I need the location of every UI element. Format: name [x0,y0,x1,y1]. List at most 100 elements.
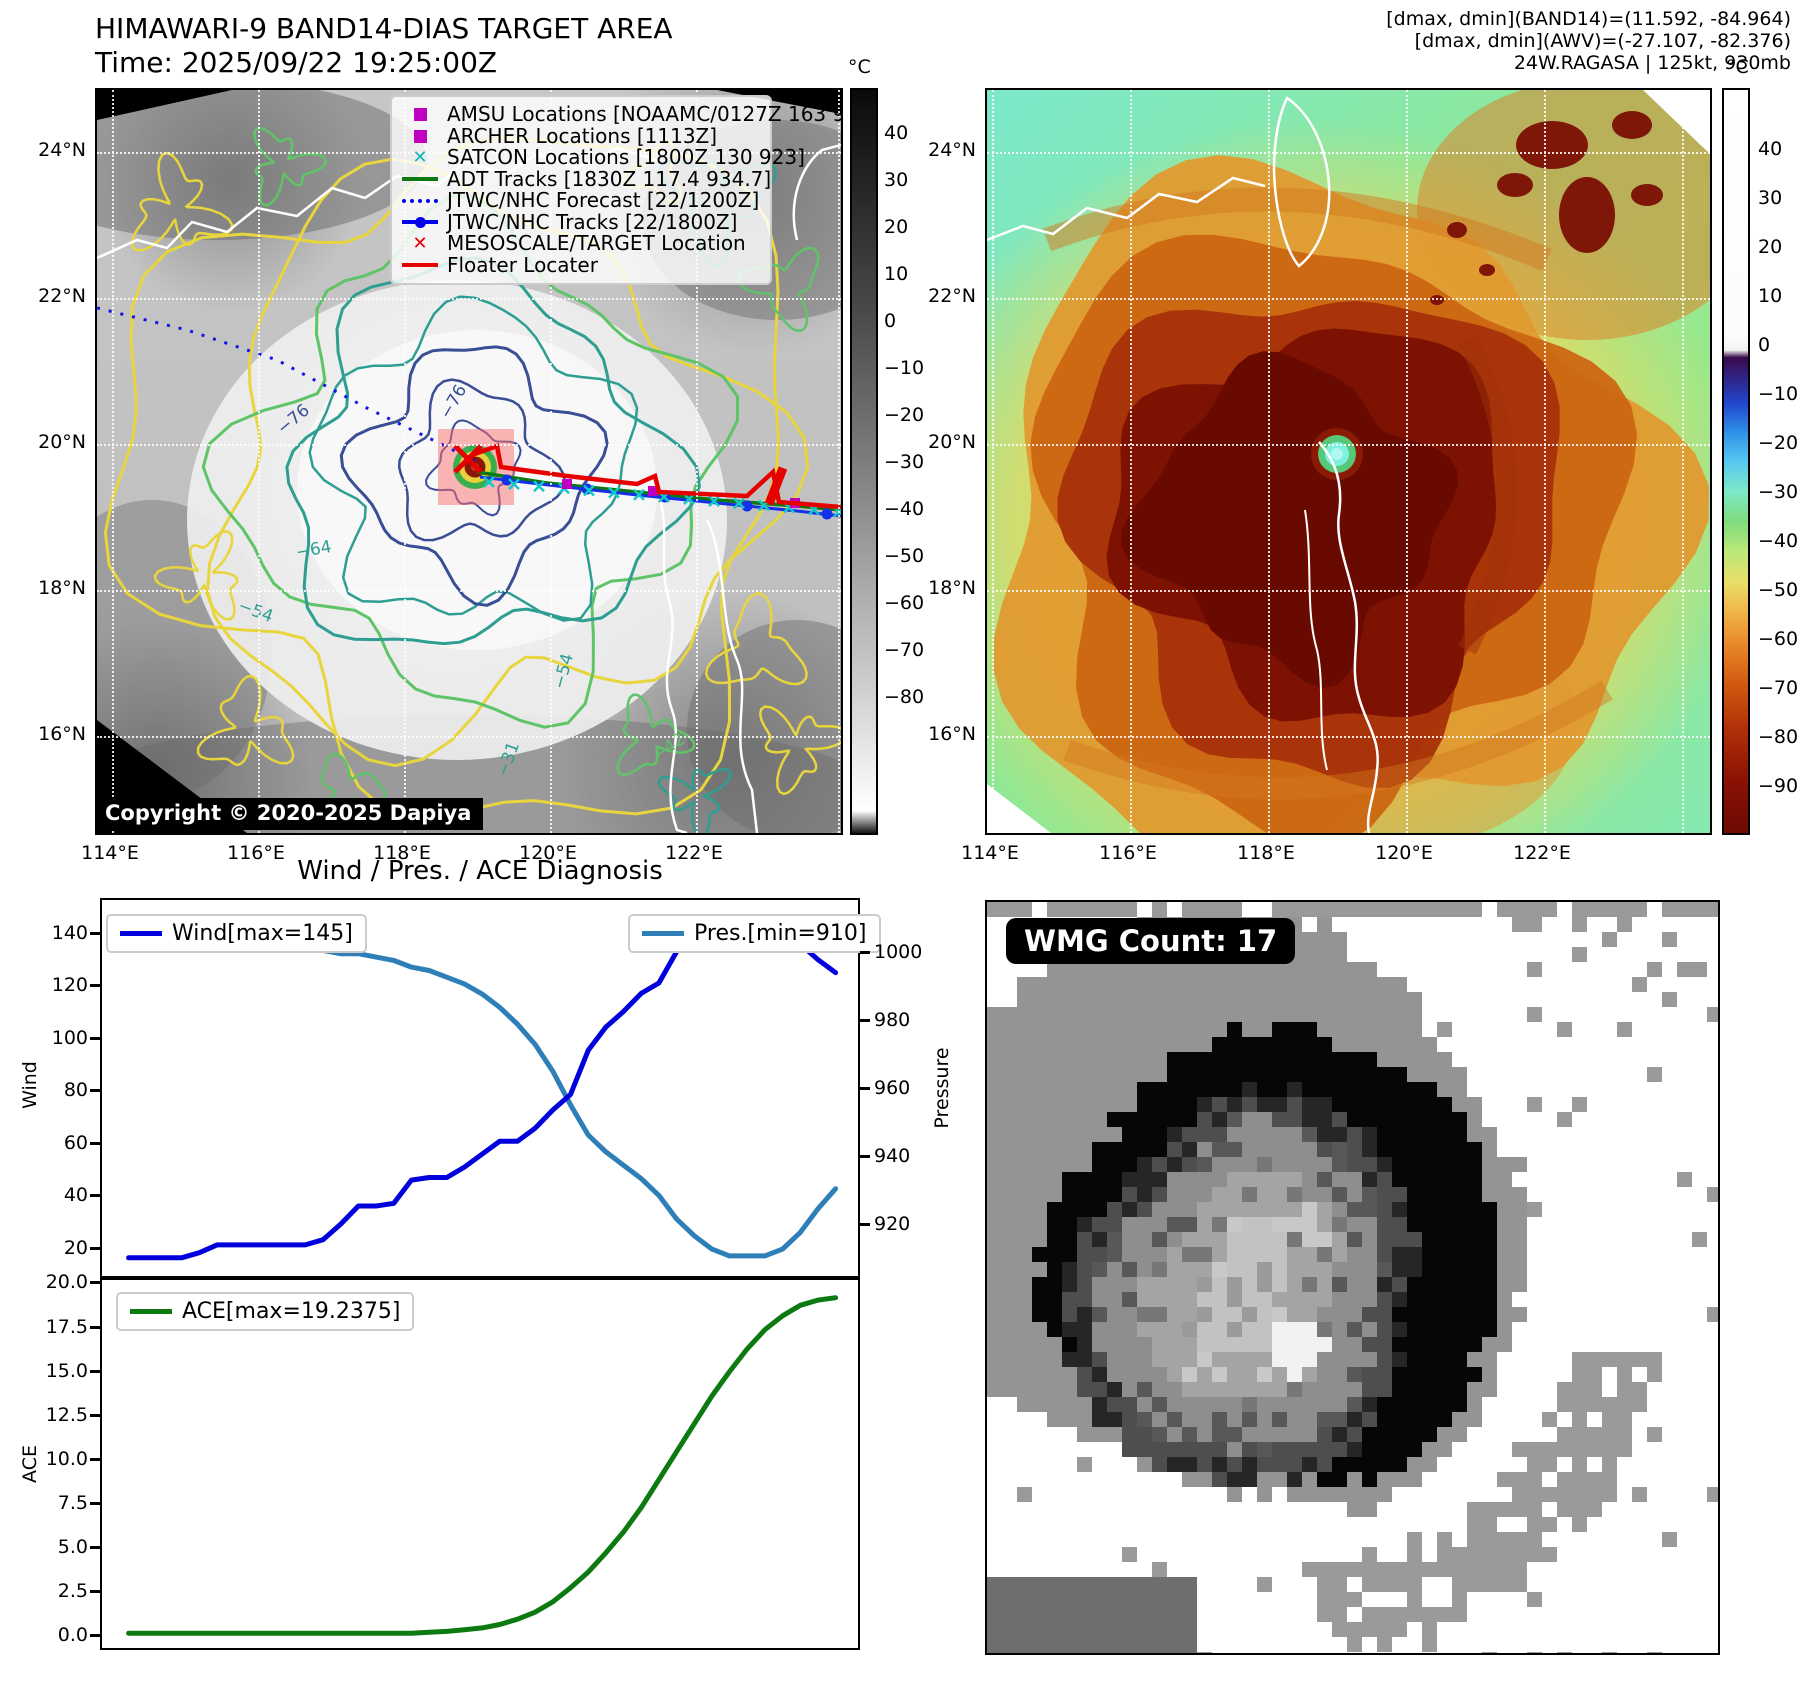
colorbar-tick: −60 [1758,628,1799,650]
colorbar-tick: 30 [884,169,909,191]
pressure-legend: Pres.[min=910] [628,914,881,953]
gridline [1268,90,1270,833]
colorbar-tick: −80 [884,686,925,708]
gridline [97,590,841,592]
lon-tick: 116°E [1099,842,1157,864]
lon-tick: 122°E [1513,842,1571,864]
colorbar-tick: 20 [884,216,909,238]
ace-chart [100,1278,860,1650]
ace-axis-label: ACE [19,1445,41,1483]
gridline [404,90,406,833]
gridline [1130,90,1132,833]
legend-item-mesoscale: ✕ MESOSCALE/TARGET Location [400,232,762,255]
dmax-band14: [dmax, dmin](BAND14)=(11.592, -84.964) [1386,8,1791,30]
line-dot-marker-icon [400,216,440,228]
lon-tick: 122°E [665,842,723,864]
square-marker-icon [400,108,440,122]
wmg-pixel-image [987,902,1718,1653]
wind-tick: 120 [51,974,88,996]
wind-tick: 20 [63,1237,88,1259]
tick-mark [90,1502,100,1505]
page-title: HIMAWARI-9 BAND14-DIAS TARGET AREA [95,12,673,45]
legend-label: SATCON Locations [1800Z 130 923] [447,145,805,169]
colorbar-tick: 10 [884,263,909,285]
lat-tick: 24°N [928,139,976,161]
colorbar-tick: −50 [1758,579,1799,601]
gridline [992,90,994,833]
colorbar-tick: 40 [884,122,909,144]
square-marker-icon [400,129,440,143]
colorbar-tick: −10 [884,357,925,379]
tick-mark [860,1019,870,1022]
ace-tick: 0.0 [57,1624,88,1646]
colorbar-tick: 0 [884,310,897,332]
pressure-line-swatch [642,931,684,936]
gridline [1406,90,1408,833]
map-legend: AMSU Locations [NOAAMC/0127Z 163 901] AR… [390,95,841,285]
wind-tick: 80 [63,1079,88,1101]
gridline [1544,90,1546,833]
pressure-tick: 920 [874,1213,911,1235]
storm-header: [dmax, dmin](BAND14)=(11.592, -84.964) [… [1386,8,1791,74]
tick-mark [90,1089,100,1092]
tick-mark [860,1087,870,1090]
wind-tick: 140 [51,922,88,944]
wind-legend-label: Wind[max=145] [172,921,353,946]
ir-map-panel [985,88,1712,835]
wmg-count-badge: WMG Count: 17 [1006,918,1296,964]
tick-mark [90,1590,100,1593]
diagnosis-title: Wind / Pres. / ACE Diagnosis [297,856,663,886]
ace-tick: 12.5 [45,1404,88,1426]
tick-mark [90,1458,100,1461]
gridline [696,90,698,833]
legend-label: JTWC/NHC Tracks [22/1800Z] [447,209,738,234]
wind-axis-label: Wind [19,1061,41,1109]
lat-tick: 20°N [928,431,976,453]
gridline [987,736,1710,738]
copyright-banner: Copyright © 2020-2025 Dapiya [97,798,484,830]
pressure-legend-label: Pres.[min=910] [694,921,867,946]
colorbar-tick: 30 [1758,187,1783,209]
x-marker-icon: ✕ [412,146,428,168]
lat-tick: 18°N [928,577,976,599]
tick-mark [860,1223,870,1226]
legend-label: AMSU Locations [NOAAMC/0127Z 163 901] [447,102,843,126]
colorbar-tick: 40 [1758,138,1783,160]
gridline [987,298,1710,300]
lon-tick: 120°E [1375,842,1433,864]
colorbar-tick: −20 [884,404,925,426]
gridline [97,298,841,300]
legend-label: JTWC/NHC Forecast [22/1200Z] [447,188,760,212]
pressure-tick: 940 [874,1145,911,1167]
dotted-line-icon [400,198,440,203]
lat-tick: 24°N [38,139,86,161]
tick-mark [90,1326,100,1329]
lat-tick: 22°N [38,285,86,307]
gridline [97,736,841,738]
colorbar-tick: −30 [1758,481,1799,503]
colorbar-tick: −10 [1758,383,1799,405]
gridline [987,444,1710,446]
x-marker-icon: ✕ [412,232,428,254]
wind-tick: 100 [51,1027,88,1049]
lon-tick: 114°E [961,842,1019,864]
legend-item-archer: ARCHER Locations [1113Z] [400,123,762,148]
colorbar-tick: 0 [1758,334,1771,356]
tick-mark [860,951,870,954]
wmg-panel [985,900,1720,1655]
legend-item-forecast: JTWC/NHC Forecast [22/1200Z] [400,188,762,212]
colorbar-tick: −50 [884,545,925,567]
gridline [550,90,552,833]
page-title-block: HIMAWARI-9 BAND14-DIAS TARGET AREA Time:… [95,12,673,80]
lon-tick: 118°E [373,842,431,864]
lat-tick: 16°N [928,723,976,745]
ace-tick: 5.0 [57,1536,88,1558]
legend-item-floater: Floater Locater [400,252,762,277]
legend-item-amsu: AMSU Locations [NOAAMC/0127Z 163 901] [400,103,841,126]
ace-tick: 15.0 [45,1360,88,1382]
legend-item-jtwc-track: JTWC/NHC Tracks [22/1800Z] [400,209,762,234]
gridline [987,590,1710,592]
legend-label: ARCHER Locations [1113Z] [447,123,718,148]
tick-mark [90,1414,100,1417]
legend-label: Floater Locater [447,252,598,277]
